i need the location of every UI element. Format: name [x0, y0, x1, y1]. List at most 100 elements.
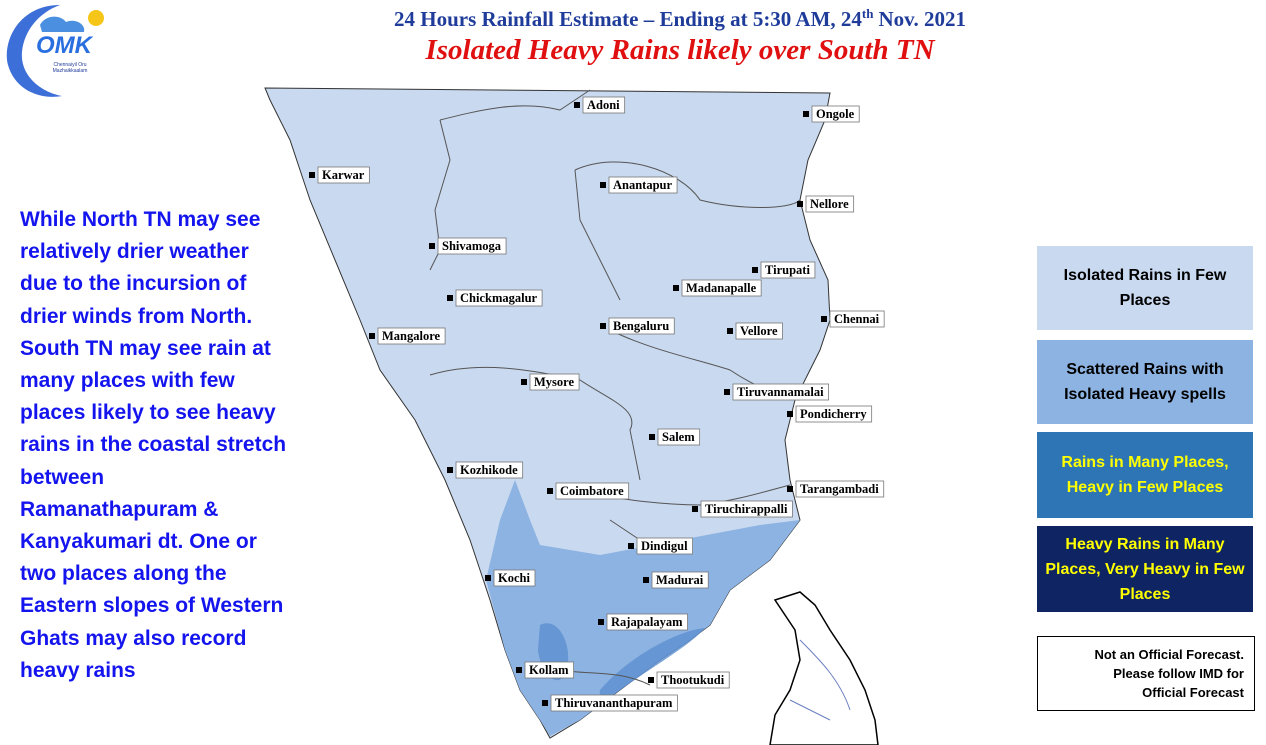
place-label-bg — [608, 176, 678, 194]
place-label: Thootukudi — [661, 673, 725, 687]
land-zone-many — [599, 628, 705, 697]
place-marker — [598, 619, 604, 625]
disclaimer: Not an Official Forecast. Please follow I… — [1037, 636, 1255, 711]
place-label: Tiruvannamalai — [737, 385, 824, 399]
place-marker — [600, 182, 606, 188]
place-marker — [724, 389, 730, 395]
place-label: Kozhikode — [460, 463, 518, 477]
place-label-bg — [377, 327, 446, 345]
logo-text: OMK — [36, 32, 94, 59]
place-marker — [727, 328, 733, 334]
place-label-bg — [811, 105, 860, 123]
place-label: Coimbatore — [560, 484, 624, 498]
place-label: Kochi — [498, 571, 530, 585]
title: 24 Hours Rainfall Estimate – Ending at 5… — [300, 6, 1060, 32]
place-label-bg — [656, 671, 730, 689]
place-label-bg — [606, 613, 688, 631]
place-label: Pondicherry — [800, 407, 867, 421]
place-marker — [797, 201, 803, 207]
disclaimer-line: Not an Official Forecast. — [1094, 647, 1244, 662]
legend-item: Rains in Many Places, Heavy in Few Place… — [1037, 432, 1253, 518]
place-label: Kollam — [529, 663, 569, 677]
place-label-bg — [805, 195, 855, 213]
place-label-bg — [657, 428, 701, 446]
place-marker — [521, 379, 527, 385]
place-label-bg — [651, 571, 709, 589]
description-line: South TN may see rain at — [20, 336, 271, 360]
place-label-bg — [735, 322, 783, 340]
place-label-bg — [555, 482, 630, 500]
place-marker — [447, 467, 453, 473]
logo: OMK Chennaiyil Oru Mazhaikkaalam — [6, 5, 104, 97]
place-label-bg — [829, 310, 885, 328]
place-label: Thiruvananthapuram — [555, 696, 673, 710]
place-label: Mysore — [534, 375, 574, 389]
place-label: Tiruchirappalli — [705, 502, 788, 516]
legend-item: Isolated Rains in Few Places — [1037, 246, 1253, 330]
place-label: Chennai — [834, 312, 880, 326]
place-label-bg — [700, 500, 793, 518]
place-label-bg — [681, 279, 762, 297]
description-line: Eastern slopes of Western — [20, 594, 284, 618]
place-marker — [309, 172, 315, 178]
place-marker — [485, 575, 491, 581]
place-label: Karwar — [322, 168, 365, 182]
place-label-bg — [582, 96, 626, 114]
place-marker — [516, 667, 522, 673]
title-sup: th — [861, 6, 874, 21]
description-line: many places with few — [20, 369, 235, 393]
place-label-bg — [795, 480, 885, 498]
description: While North TN may see relatively drier w… — [20, 204, 286, 687]
place-label-bg — [524, 661, 574, 679]
place-label: Dindigul — [641, 539, 688, 553]
place-marker — [649, 434, 655, 440]
place-marker — [648, 677, 654, 683]
place-label-bg — [317, 166, 370, 184]
place-label-bg — [732, 383, 830, 401]
title-suffix: Nov. 2021 — [878, 7, 966, 31]
place-label-bg — [455, 461, 524, 479]
place-label: Salem — [662, 430, 695, 444]
place-marker — [821, 316, 827, 322]
disclaimer-line: Official Forecast — [1142, 685, 1244, 700]
place-label-bg — [795, 405, 873, 423]
place-marker — [803, 111, 809, 117]
legend-item: Scattered Rains with Isolated Heavy spel… — [1037, 340, 1253, 424]
subtitle: Isolated Heavy Rains likely over South T… — [425, 34, 935, 66]
description-line: drier winds from North. — [20, 304, 253, 328]
place-marker — [547, 488, 553, 494]
place-marker — [574, 102, 580, 108]
place-marker — [752, 267, 758, 273]
place-label: Rajapalayam — [611, 615, 683, 629]
place-marker — [787, 411, 793, 417]
place-label: Nellore — [810, 197, 849, 211]
place-label: Madurai — [656, 573, 704, 587]
description-line: Ramanathapuram & — [20, 497, 219, 521]
place-marker — [542, 700, 548, 706]
place-label-bg — [636, 537, 693, 555]
place-label: Vellore — [740, 324, 778, 338]
place-label: Chickmagalur — [460, 291, 538, 305]
place-label-bg — [550, 694, 678, 712]
description-line: due to the incursion of — [20, 272, 247, 296]
sri-lanka-rivers — [789, 639, 851, 721]
place-marker — [447, 295, 453, 301]
rivers — [429, 89, 801, 686]
place-label-bg — [529, 373, 580, 391]
place-label: Tirupati — [765, 263, 810, 277]
place-label-bg — [760, 261, 816, 279]
place-label-bg — [608, 317, 675, 335]
place-marker — [628, 543, 634, 549]
title-prefix: 24 Hours Rainfall Estimate – Ending at 5… — [394, 7, 862, 31]
logo-tagline: Chennaiyil Oru — [53, 62, 86, 68]
place-label: Mangalore — [382, 329, 441, 343]
places: Adoni Ongole Karwar Anantapur Nellore Shivamo… — [309, 96, 885, 712]
place-marker — [787, 486, 793, 492]
description-line: relatively drier weather — [20, 240, 249, 264]
description-line: Kanyakumari dt. One or — [20, 530, 257, 554]
place-label: Bengaluru — [613, 319, 669, 333]
legend-item: Heavy Rains in Many Places, Very Heavy i… — [1037, 526, 1253, 612]
place-label-bg — [455, 289, 543, 307]
